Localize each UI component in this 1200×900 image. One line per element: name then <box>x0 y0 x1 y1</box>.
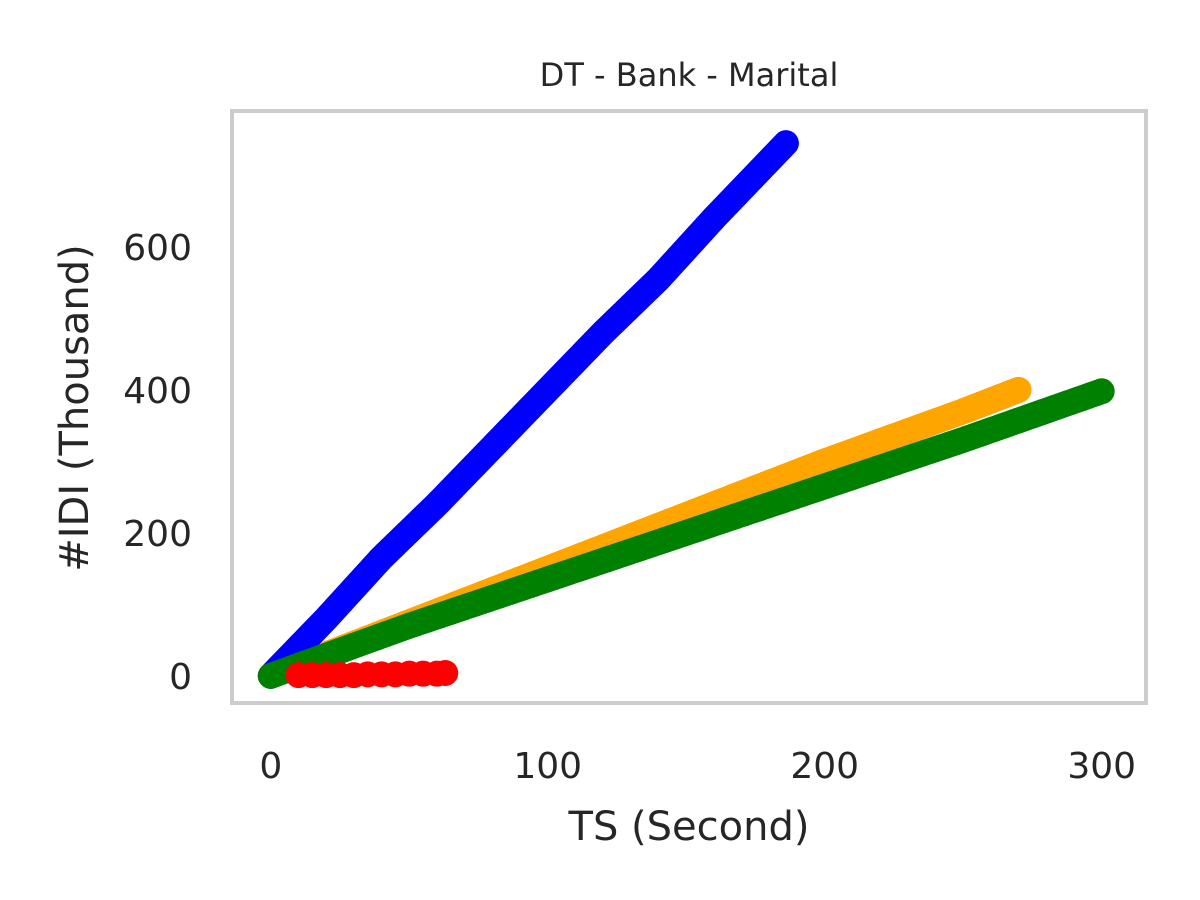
y-tick-label: 400 <box>123 371 192 412</box>
y-tick-label: 600 <box>123 228 192 269</box>
y-axis-label: #IDI (Thousand) <box>52 244 98 572</box>
data-point <box>772 130 799 157</box>
x-axis-label: TS (Second) <box>568 804 810 850</box>
y-tick-label: 0 <box>169 657 192 698</box>
data-point <box>432 659 459 686</box>
x-tick-labels: 0 100 200 300 <box>259 746 1136 787</box>
series-2 <box>257 378 1115 689</box>
chart-title: DT - Bank - Marital <box>540 56 839 94</box>
x-tick-label: 200 <box>790 746 859 787</box>
series-1 <box>257 130 799 689</box>
series-3 <box>285 659 459 689</box>
series-layer <box>257 130 1115 689</box>
data-point <box>1005 376 1032 403</box>
y-tick-labels: 0 200 400 600 <box>123 228 192 698</box>
plot-frame <box>230 109 1148 705</box>
x-tick-label: 100 <box>513 746 582 787</box>
data-point <box>1088 378 1115 405</box>
y-tick-label: 200 <box>123 514 192 555</box>
x-tick-label: 0 <box>259 746 282 787</box>
x-tick-label: 300 <box>1067 746 1136 787</box>
